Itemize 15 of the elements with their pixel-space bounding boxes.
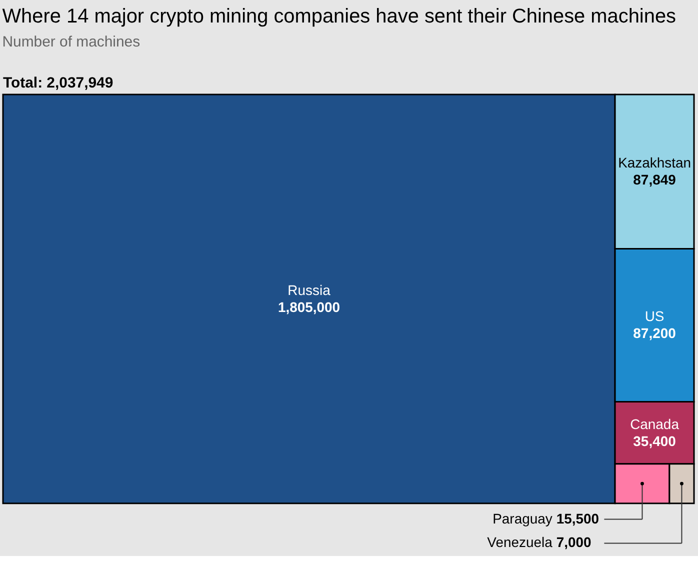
category-label: Venezuela (487, 534, 553, 550)
category-label: Canada (630, 416, 680, 432)
text: Where 14 major crypto mining companies have sent their Chinese machines (2, 6, 676, 28)
data-label: 1,805,000 (278, 298, 340, 315)
category-label: Paraguay (492, 510, 552, 526)
data-label: 7,000 (556, 534, 592, 550)
data-label: 35,400 (633, 432, 676, 449)
text: Number of machines (2, 34, 140, 51)
data-label: 87,849 (633, 172, 676, 188)
data-label: 87,200 (633, 325, 676, 342)
text: Total: 2,037,949 (2, 74, 114, 92)
data-label: 15,500 (556, 510, 600, 526)
category-label: US (644, 308, 664, 324)
category-label: Russia (288, 282, 331, 298)
category-label: Kazakhstan (618, 154, 691, 171)
